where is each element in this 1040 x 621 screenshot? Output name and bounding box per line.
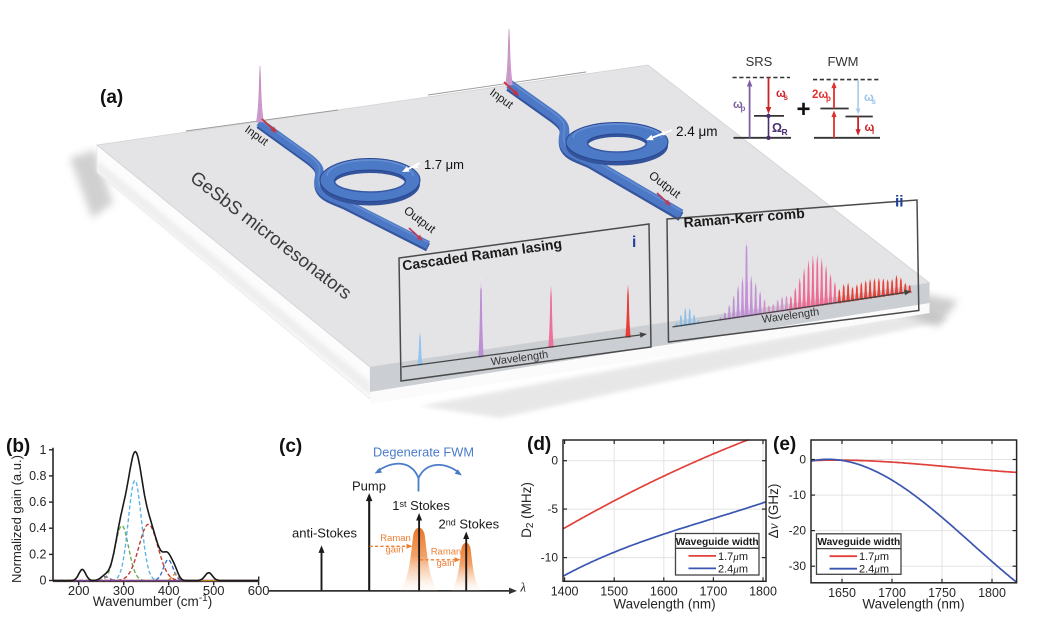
svg-text:400: 400 bbox=[158, 583, 180, 598]
svg-text:-30: -30 bbox=[789, 559, 807, 573]
svg-text:s: s bbox=[872, 97, 877, 106]
svg-text:0.6: 0.6 bbox=[29, 495, 46, 509]
svg-text:SRS: SRS bbox=[746, 54, 773, 69]
svg-text:Wavelength (nm): Wavelength (nm) bbox=[862, 597, 964, 612]
svg-text:1st Stokes: 1st Stokes bbox=[392, 498, 450, 513]
svg-text:1800: 1800 bbox=[978, 586, 1006, 600]
svg-text:-20: -20 bbox=[789, 524, 807, 538]
svg-text:1.7μm: 1.7μm bbox=[859, 551, 889, 563]
svg-text:-5: -5 bbox=[547, 502, 558, 516]
svg-text:2ω: 2ω bbox=[812, 89, 828, 101]
svg-text:0.2: 0.2 bbox=[29, 547, 46, 561]
svg-text:Wavenumber (cm-1): Wavenumber (cm-1) bbox=[93, 593, 212, 609]
svg-text:λ: λ bbox=[520, 581, 527, 595]
svg-text:ω: ω bbox=[864, 92, 874, 104]
svg-text:Raman: Raman bbox=[380, 533, 411, 544]
svg-text:gain: gain bbox=[437, 558, 455, 569]
svg-text:1800: 1800 bbox=[749, 585, 777, 599]
svg-text:(e): (e) bbox=[773, 434, 796, 455]
svg-text:Raman: Raman bbox=[431, 547, 462, 558]
svg-text:300: 300 bbox=[113, 583, 135, 598]
svg-text:2nd Stokes: 2nd Stokes bbox=[439, 517, 500, 532]
svg-text:0: 0 bbox=[799, 453, 806, 467]
svg-text:p: p bbox=[741, 104, 746, 113]
svg-text:(a): (a) bbox=[100, 87, 123, 108]
svg-text:0: 0 bbox=[40, 574, 47, 588]
svg-text:D2 (MHz): D2 (MHz) bbox=[519, 482, 536, 538]
svg-text:600: 600 bbox=[248, 583, 270, 598]
svg-text:500: 500 bbox=[203, 583, 225, 598]
svg-text:0: 0 bbox=[551, 454, 558, 468]
svg-text:(c): (c) bbox=[279, 436, 302, 457]
svg-text:1650: 1650 bbox=[828, 586, 856, 600]
svg-text:ii: ii bbox=[895, 194, 904, 211]
svg-text:s: s bbox=[784, 93, 789, 102]
svg-text:1750: 1750 bbox=[928, 586, 956, 600]
svg-text:Δν (GHz): Δν (GHz) bbox=[766, 484, 781, 539]
svg-text:Waveguide width: Waveguide width bbox=[676, 537, 759, 548]
svg-text:1.7μm: 1.7μm bbox=[718, 551, 748, 563]
svg-text:(b): (b) bbox=[6, 436, 30, 457]
svg-text:2.4 μm: 2.4 μm bbox=[676, 124, 718, 139]
svg-text:ω: ω bbox=[865, 122, 875, 134]
svg-text:200: 200 bbox=[68, 583, 90, 598]
svg-text:1.7 μm: 1.7 μm bbox=[424, 157, 464, 172]
svg-text:2.4μm: 2.4μm bbox=[718, 563, 748, 575]
svg-text:1400: 1400 bbox=[551, 585, 579, 599]
svg-text:-10: -10 bbox=[541, 551, 559, 565]
svg-text:Waveguide width: Waveguide width bbox=[817, 537, 900, 548]
svg-text:Pump: Pump bbox=[352, 479, 386, 494]
svg-text:0.8: 0.8 bbox=[29, 469, 46, 483]
svg-text:ω: ω bbox=[776, 88, 786, 100]
svg-text:1600: 1600 bbox=[650, 585, 678, 599]
svg-text:1700: 1700 bbox=[699, 585, 727, 599]
svg-text:Ω: Ω bbox=[772, 121, 782, 135]
svg-text:i: i bbox=[872, 127, 874, 136]
svg-text:0.4: 0.4 bbox=[29, 521, 46, 535]
svg-text:+: + bbox=[796, 96, 810, 123]
svg-text:R: R bbox=[782, 127, 788, 137]
svg-text:-10: -10 bbox=[789, 488, 807, 502]
svg-text:gain: gain bbox=[386, 545, 404, 556]
svg-text:1500: 1500 bbox=[600, 585, 628, 599]
svg-text:Degenerate FWM: Degenerate FWM bbox=[373, 445, 474, 460]
svg-text:p: p bbox=[826, 94, 831, 103]
svg-text:i: i bbox=[632, 234, 636, 251]
svg-text:FWM: FWM bbox=[827, 54, 858, 69]
svg-text:ω: ω bbox=[733, 99, 743, 111]
svg-text:1700: 1700 bbox=[878, 586, 906, 600]
svg-text:(d): (d) bbox=[527, 434, 551, 455]
svg-text:Normalized gain (a.u.): Normalized gain (a.u.) bbox=[9, 455, 24, 583]
svg-text:anti-Stokes: anti-Stokes bbox=[292, 526, 358, 541]
svg-text:2.4μm: 2.4μm bbox=[859, 564, 889, 576]
svg-text:1: 1 bbox=[40, 443, 47, 457]
svg-text:Wavelength (nm): Wavelength (nm) bbox=[613, 597, 715, 612]
